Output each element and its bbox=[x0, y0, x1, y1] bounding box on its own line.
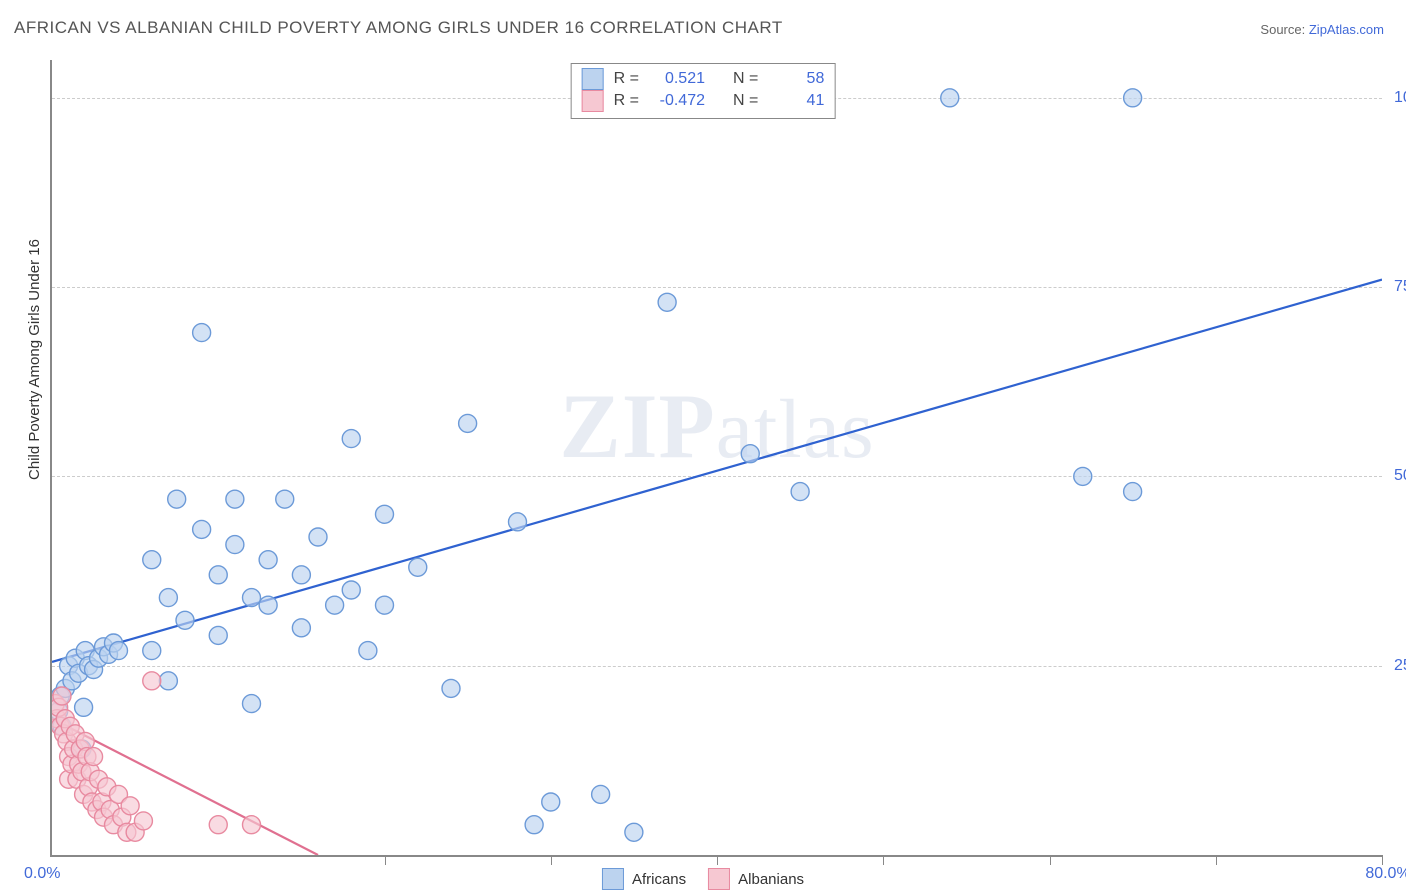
series-name: Africans bbox=[632, 871, 686, 888]
legend-swatch bbox=[582, 68, 604, 90]
data-point bbox=[525, 816, 543, 834]
data-point bbox=[1074, 467, 1092, 485]
data-point bbox=[259, 551, 277, 569]
data-point bbox=[53, 687, 71, 705]
r-label: R = bbox=[614, 92, 639, 110]
x-tick bbox=[1216, 855, 1217, 865]
y-tick-label: 50.0% bbox=[1388, 467, 1406, 485]
x-tick bbox=[1382, 855, 1383, 865]
x-tick bbox=[551, 855, 552, 865]
y-tick-label: 25.0% bbox=[1388, 657, 1406, 675]
data-point bbox=[292, 619, 310, 637]
data-point bbox=[1124, 89, 1142, 107]
y-tick-label: 75.0% bbox=[1388, 278, 1406, 296]
r-value: 0.521 bbox=[649, 70, 705, 88]
n-value: 41 bbox=[768, 92, 824, 110]
data-point bbox=[409, 558, 427, 576]
data-point bbox=[292, 566, 310, 584]
x-tick bbox=[883, 855, 884, 865]
data-point bbox=[226, 536, 244, 554]
series-legend-item: Albanians bbox=[708, 868, 804, 890]
data-point bbox=[309, 528, 327, 546]
data-point bbox=[442, 679, 460, 697]
plot-area: ZIPatlas 0.0% 80.0% 25.0%50.0%75.0%100.0… bbox=[50, 60, 1382, 857]
legend-swatch bbox=[602, 868, 624, 890]
correlation-legend: R = 0.521 N = 58 R = -0.472 N = 41 bbox=[571, 63, 836, 119]
data-point bbox=[75, 698, 93, 716]
legend-row: R = -0.472 N = 41 bbox=[582, 90, 825, 112]
data-point bbox=[259, 596, 277, 614]
legend-row: R = 0.521 N = 58 bbox=[582, 68, 825, 90]
data-point bbox=[243, 589, 261, 607]
data-point bbox=[243, 695, 261, 713]
data-point bbox=[941, 89, 959, 107]
source-label: Source: bbox=[1260, 22, 1305, 37]
data-point bbox=[376, 596, 394, 614]
y-axis-title: Child Poverty Among Girls Under 16 bbox=[26, 239, 43, 480]
series-legend-item: Africans bbox=[602, 868, 686, 890]
data-point bbox=[168, 490, 186, 508]
source-value: ZipAtlas.com bbox=[1309, 22, 1384, 37]
data-point bbox=[376, 505, 394, 523]
data-point bbox=[243, 816, 261, 834]
x-tick bbox=[717, 855, 718, 865]
r-value: -0.472 bbox=[649, 92, 705, 110]
data-point bbox=[193, 520, 211, 538]
data-point bbox=[143, 672, 161, 690]
data-point bbox=[209, 626, 227, 644]
data-point bbox=[143, 642, 161, 660]
data-point bbox=[342, 430, 360, 448]
data-point bbox=[276, 490, 294, 508]
source-attribution: Source: ZipAtlas.com bbox=[1260, 22, 1384, 37]
data-point bbox=[226, 490, 244, 508]
r-label: R = bbox=[614, 70, 639, 88]
data-point bbox=[143, 551, 161, 569]
data-point bbox=[342, 581, 360, 599]
x-origin-label: 0.0% bbox=[24, 865, 60, 883]
data-point bbox=[85, 748, 103, 766]
data-point bbox=[542, 793, 560, 811]
legend-swatch bbox=[582, 90, 604, 112]
data-point bbox=[176, 611, 194, 629]
n-value: 58 bbox=[768, 70, 824, 88]
data-point bbox=[741, 445, 759, 463]
series-legend: Africans Albanians bbox=[602, 868, 804, 890]
data-point bbox=[1124, 483, 1142, 501]
n-label: N = bbox=[733, 92, 758, 110]
data-point bbox=[159, 589, 177, 607]
x-tick bbox=[385, 855, 386, 865]
data-point bbox=[791, 483, 809, 501]
data-point bbox=[159, 672, 177, 690]
scatter-svg bbox=[52, 60, 1382, 855]
data-point bbox=[209, 566, 227, 584]
data-point bbox=[326, 596, 344, 614]
x-tick bbox=[1050, 855, 1051, 865]
series-name: Albanians bbox=[738, 871, 804, 888]
data-point bbox=[134, 812, 152, 830]
x-max-label: 80.0% bbox=[1365, 865, 1406, 883]
data-point bbox=[509, 513, 527, 531]
chart-title: AFRICAN VS ALBANIAN CHILD POVERTY AMONG … bbox=[14, 18, 783, 38]
data-point bbox=[209, 816, 227, 834]
n-label: N = bbox=[733, 70, 758, 88]
data-point bbox=[592, 785, 610, 803]
data-point bbox=[658, 293, 676, 311]
y-tick-label: 100.0% bbox=[1388, 89, 1406, 107]
data-point bbox=[459, 414, 477, 432]
legend-swatch bbox=[708, 868, 730, 890]
data-point bbox=[359, 642, 377, 660]
data-point bbox=[193, 324, 211, 342]
data-point bbox=[110, 642, 128, 660]
data-point bbox=[625, 823, 643, 841]
data-point bbox=[121, 797, 139, 815]
